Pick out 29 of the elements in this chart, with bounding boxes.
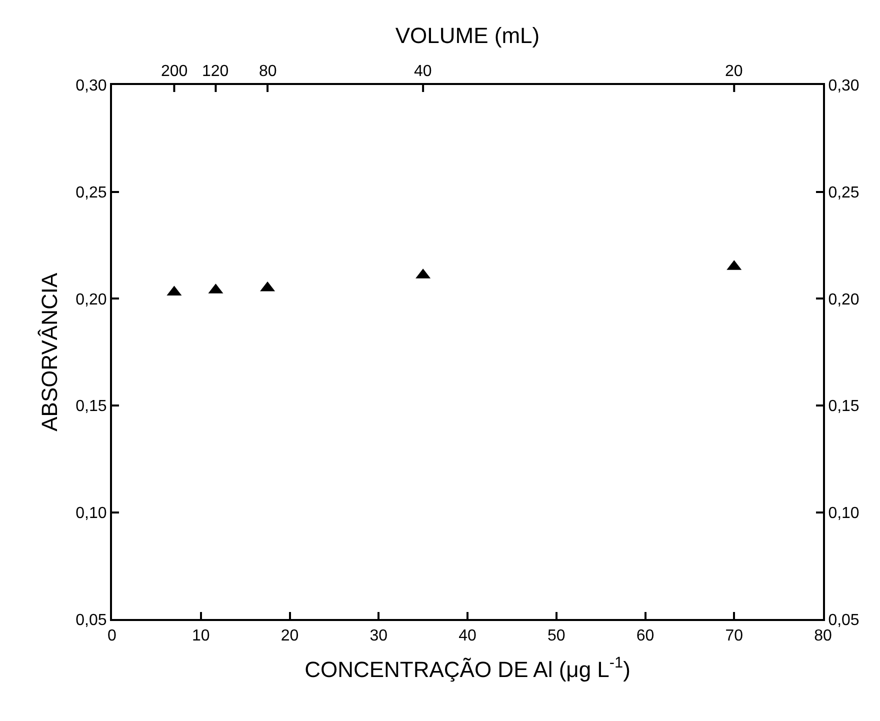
x-tick-label: 30 (370, 627, 388, 644)
y-tick-label: 0,15 (76, 398, 107, 416)
y2-tick-label: 0,20 (828, 291, 860, 308)
x-tick-label: 20 (280, 627, 299, 644)
y2-tick-label: 0,05 (828, 612, 860, 629)
y-tick-label: 0,25 (76, 184, 107, 202)
y-tick-label: 0,30 (76, 78, 107, 95)
x-tick-label: 60 (636, 627, 654, 644)
y2-tick-label: 0,15 (828, 398, 860, 416)
x2-axis-title: VOLUME (mL) (395, 23, 540, 48)
x-tick-label: 80 (814, 627, 832, 644)
y2-tick-label: 0,30 (828, 78, 860, 95)
x-axis-title: CONCENTRAÇÃO DE Al (μg L$^{-1}$) (304, 654, 630, 682)
y-tick-label: 0,05 (76, 612, 107, 629)
x-tick-label: 10 (192, 627, 210, 644)
text: 120 (202, 63, 229, 80)
text: 20 (725, 63, 743, 80)
y2-tick-label: 0,25 (828, 184, 860, 202)
y-tick-label: 0,20 (76, 291, 107, 308)
y-axis-title: ABSORVÂNCIA (36, 272, 62, 432)
x-tick-label: 40 (458, 627, 476, 644)
x-tick-label: 70 (725, 627, 744, 644)
y-tick-label: 0,10 (76, 504, 107, 522)
text: 200 (161, 63, 188, 80)
text: 40 (414, 63, 432, 80)
x-tick-label: 50 (547, 627, 566, 644)
text: 80 (259, 63, 277, 80)
y2-tick-label: 0,10 (828, 504, 860, 522)
x-tick-label: 0 (108, 627, 117, 644)
